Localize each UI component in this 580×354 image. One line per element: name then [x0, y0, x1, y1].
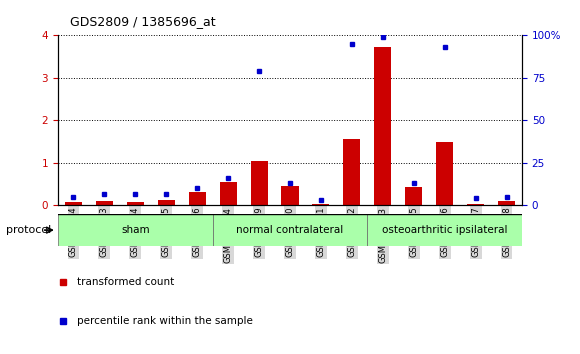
Text: osteoarthritic ipsilateral: osteoarthritic ipsilateral: [382, 225, 508, 235]
Text: transformed count: transformed count: [77, 277, 174, 287]
Text: protocol: protocol: [6, 225, 51, 235]
Text: sham: sham: [121, 225, 150, 235]
Bar: [127, 202, 144, 205]
Bar: [58, 214, 213, 246]
Text: normal contralateral: normal contralateral: [237, 225, 343, 235]
Bar: [96, 201, 113, 205]
Bar: [158, 200, 175, 205]
Bar: [251, 161, 267, 205]
Bar: [343, 139, 360, 205]
Bar: [65, 202, 82, 205]
Bar: [405, 188, 422, 205]
Bar: [281, 186, 299, 205]
Text: GDS2809 / 1385696_at: GDS2809 / 1385696_at: [70, 15, 215, 28]
Bar: [467, 204, 484, 205]
Bar: [498, 201, 515, 205]
Bar: [436, 142, 453, 205]
Bar: [220, 182, 237, 205]
Bar: [374, 47, 392, 205]
Bar: [188, 192, 206, 205]
Bar: [367, 214, 522, 246]
Bar: [213, 214, 367, 246]
Text: percentile rank within the sample: percentile rank within the sample: [77, 315, 252, 326]
